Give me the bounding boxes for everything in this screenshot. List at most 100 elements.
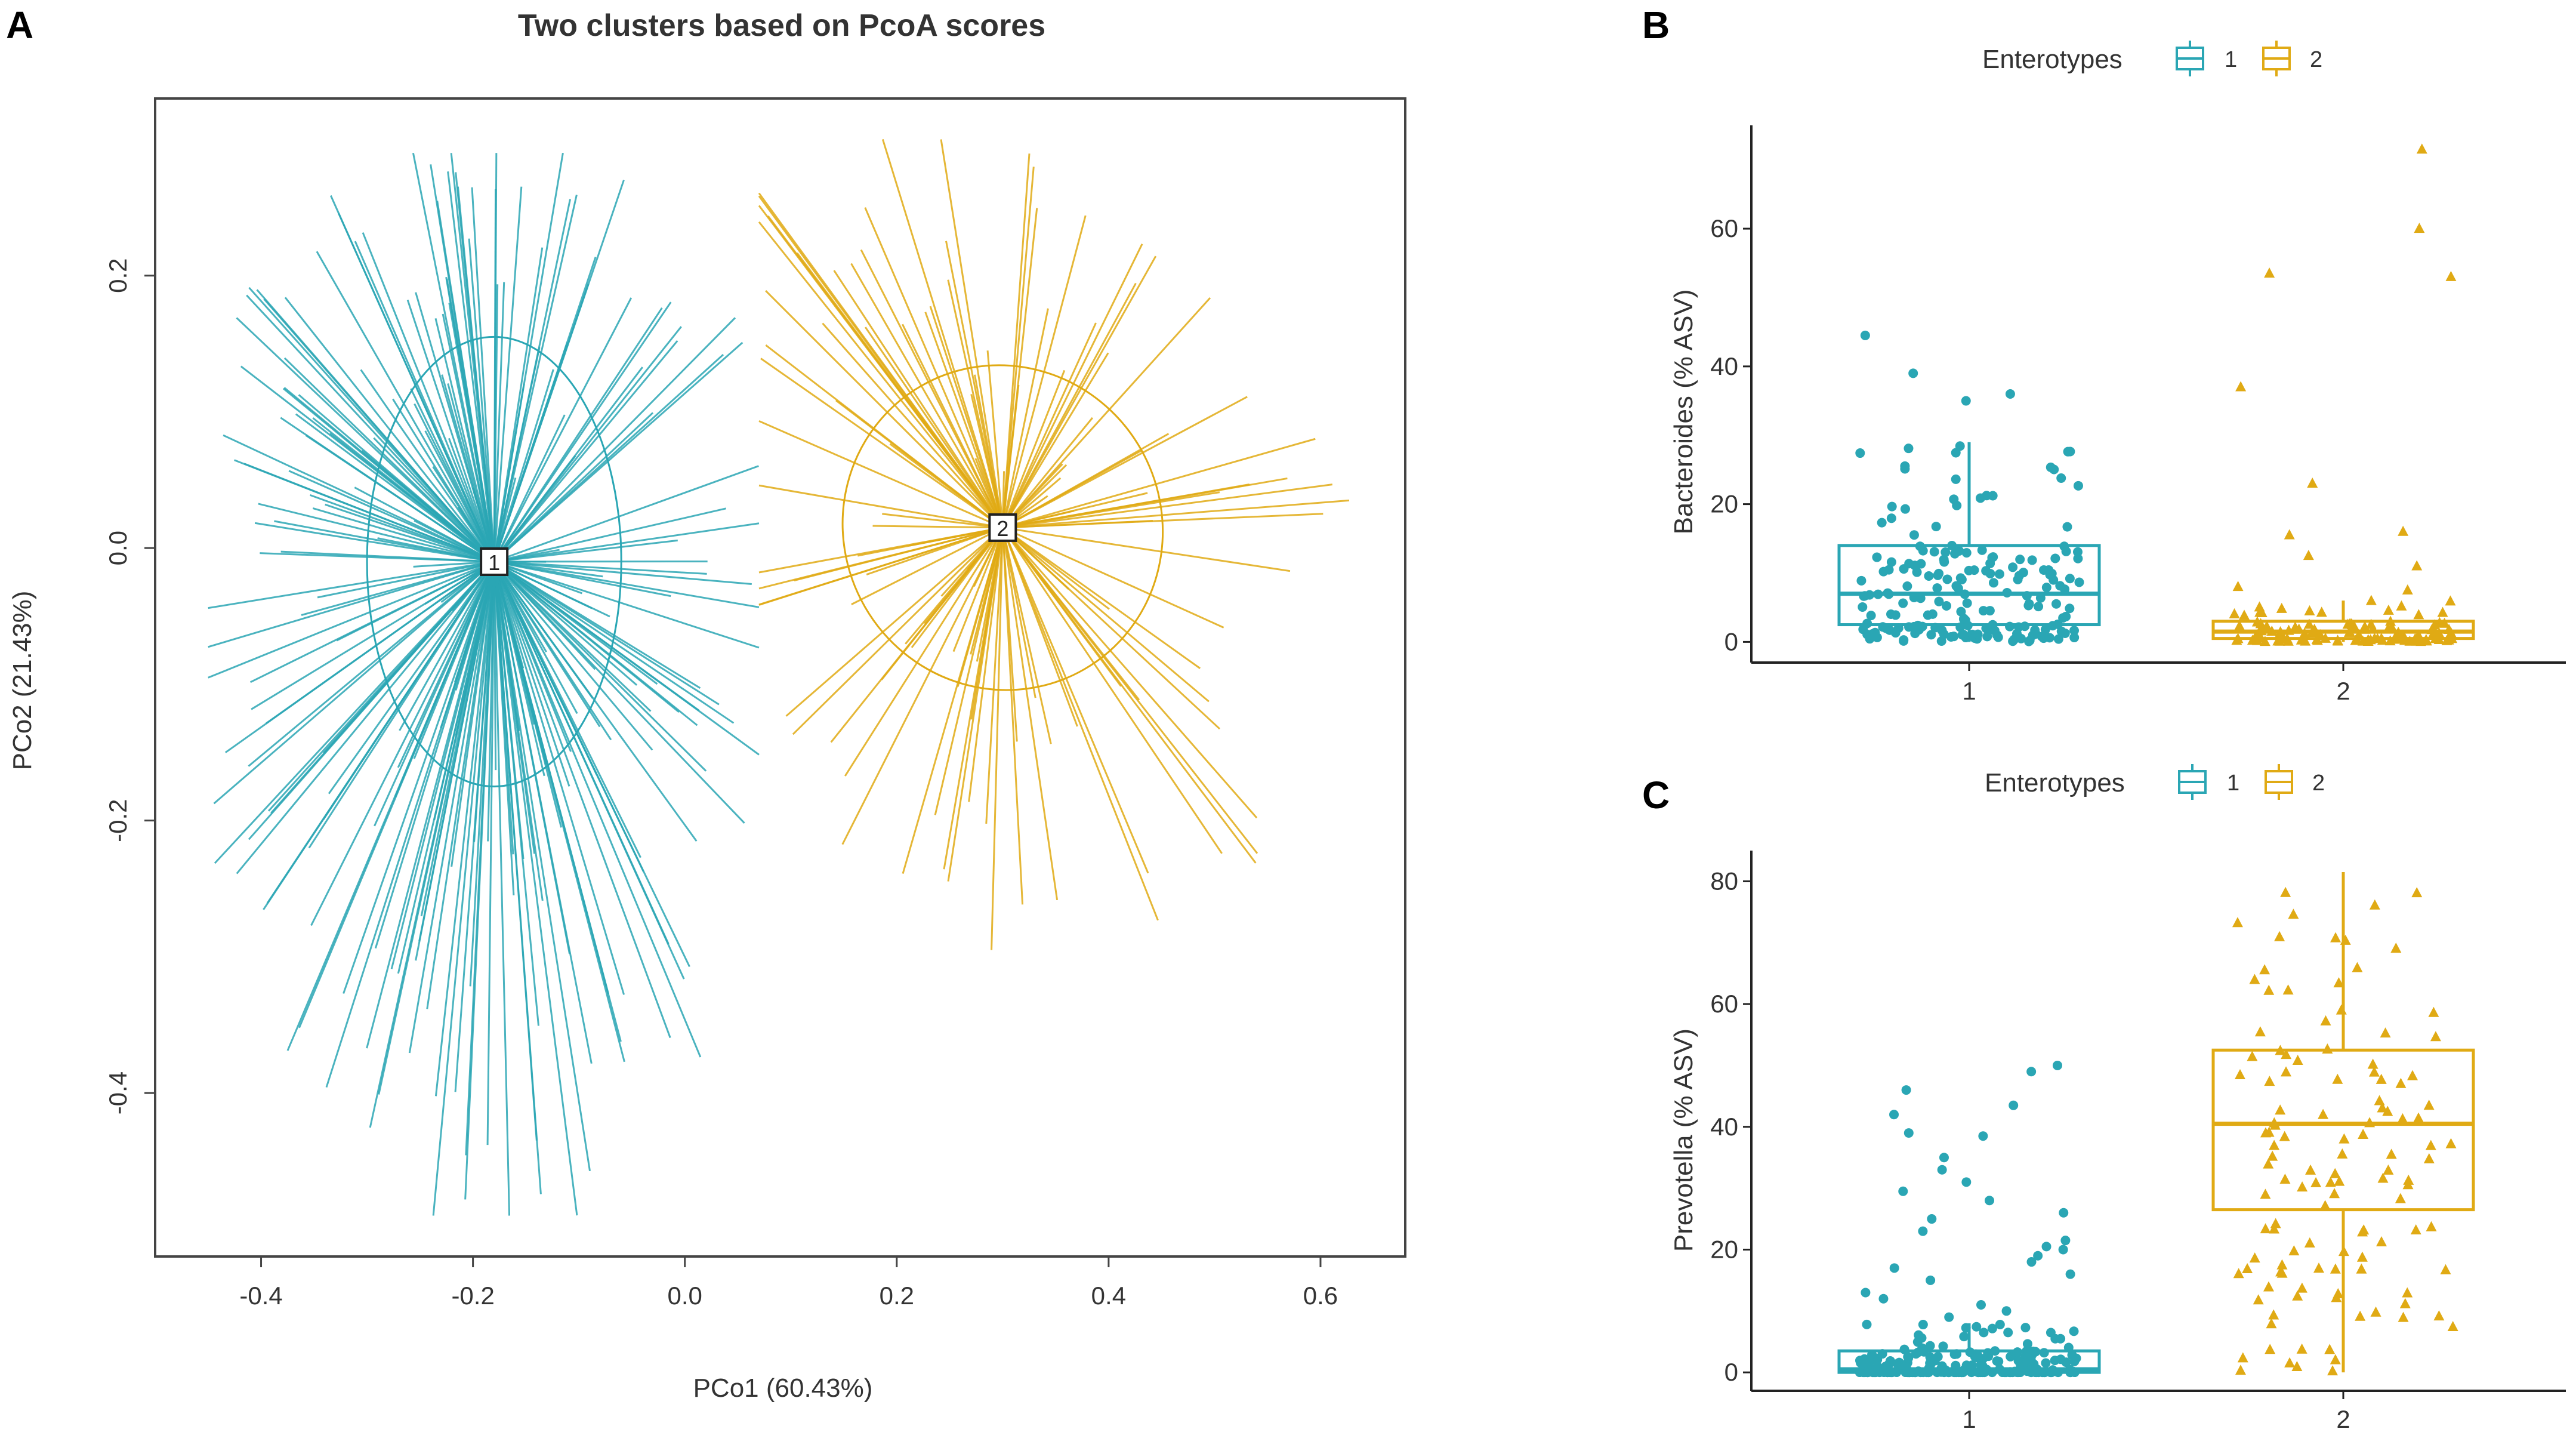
point-group-2 [2357, 635, 2368, 646]
spider-line-cluster-2 [1001, 527, 1078, 727]
point-group-2 [2336, 1004, 2347, 1015]
panel-b-legend: Enterotypes 1 2 [1982, 41, 2322, 76]
point-group-1 [1874, 1368, 1884, 1378]
centroid-label-2: 2 [997, 516, 1008, 541]
point-group-1 [1866, 611, 1876, 621]
point-group-2 [2327, 1365, 2339, 1376]
spider-line-cluster-2 [1002, 438, 1316, 529]
point-group-1 [1898, 1186, 1908, 1196]
point-group-2 [2337, 1148, 2348, 1159]
spider-line-cluster-1 [493, 347, 541, 562]
spider-line-cluster-2 [1001, 527, 1052, 744]
point-group-2 [2445, 627, 2457, 637]
x-tick-label: -0.4 [239, 1282, 282, 1310]
spider-line-cluster-2 [976, 527, 1004, 662]
point-group-2 [2445, 595, 2456, 606]
point-group-2 [2410, 1224, 2421, 1234]
point-group-1 [2015, 555, 2025, 565]
point-group-1 [2026, 1365, 2037, 1375]
point-group-1 [2009, 1100, 2019, 1110]
point-group-2 [2396, 600, 2407, 611]
point-group-1 [1855, 448, 1865, 458]
point-group-2 [2445, 270, 2457, 281]
point-group-2 [2398, 525, 2409, 536]
point-group-1 [1981, 623, 1991, 633]
point-group-1 [1977, 545, 1987, 555]
spider-line-cluster-1 [493, 507, 727, 563]
spider-line-cluster-2 [924, 312, 1004, 528]
point-group-2 [2355, 1310, 2366, 1321]
point-group-2 [2330, 1168, 2341, 1178]
point-group-1 [2031, 1347, 2041, 1357]
point-group-1 [1861, 1288, 1871, 1298]
point-group-1 [1993, 632, 2003, 642]
point-group-2 [2437, 606, 2448, 617]
spider-line-cluster-1 [493, 353, 724, 563]
point-group-1 [1979, 1328, 1989, 1338]
point-group-2 [2247, 1051, 2258, 1061]
spider-line-cluster-1 [472, 436, 495, 562]
spider-line-cluster-2 [1001, 322, 1097, 528]
point-group-1 [1937, 1165, 1947, 1175]
point-group-2 [2282, 984, 2294, 995]
spider-line-cluster-1 [316, 251, 495, 562]
point-group-2 [2440, 1264, 2451, 1274]
point-group-1 [1889, 1110, 1899, 1120]
spider-line-cluster-1 [493, 560, 652, 712]
point-group-1 [1856, 575, 1867, 586]
point-group-2 [2407, 1070, 2418, 1080]
point-group-1 [1983, 1348, 1993, 1358]
point-group-2 [2433, 1310, 2445, 1321]
point-group-1 [1910, 629, 1920, 639]
point-group-2 [2376, 1073, 2387, 1084]
point-group-1 [1860, 1368, 1870, 1378]
point-group-2 [2263, 1281, 2274, 1292]
point-group-2 [2330, 1354, 2341, 1365]
point-group-1 [2024, 636, 2034, 646]
point-group-2 [2383, 1164, 2394, 1175]
spider-line-cluster-2 [794, 526, 1003, 581]
point-group-2 [2377, 635, 2388, 645]
point-group-2 [2307, 478, 2318, 488]
point-group-1 [2065, 1269, 2075, 1279]
point-group-1 [1962, 598, 1972, 608]
point-group-2 [2377, 1172, 2389, 1183]
point-group-1 [1995, 1319, 2005, 1329]
spider-line-cluster-1 [493, 414, 566, 562]
panel-c-legend-label-2: 2 [2312, 771, 2325, 796]
point-group-2 [2249, 1252, 2260, 1263]
point-group-2 [2338, 1246, 2349, 1256]
point-group-1 [2049, 464, 2059, 475]
point-group-2 [2368, 1066, 2380, 1077]
point-group-1 [1944, 1312, 1954, 1322]
point-group-2 [2320, 1015, 2331, 1025]
point-group-1 [1900, 504, 1910, 514]
y-tick-label: 60 [1710, 990, 1738, 1018]
point-group-2 [2364, 1117, 2376, 1128]
point-group-1 [1981, 566, 1991, 576]
point-group-1 [1886, 513, 1896, 523]
panel-c-legend-title: Enterotypes [1985, 768, 2125, 797]
point-group-2 [2274, 931, 2285, 941]
point-group-1 [2059, 1208, 2069, 1218]
point-group-2 [2369, 632, 2380, 643]
spider-line-cluster-1 [493, 180, 625, 562]
point-group-1 [1957, 630, 1967, 640]
panel-b-y-label: Bacteroides (% ASV) [1669, 290, 1698, 535]
ellipse-cluster-1 [366, 335, 622, 788]
point-group-2 [2253, 1294, 2264, 1305]
point-group-1 [2018, 568, 2028, 578]
point-group-1 [1985, 606, 1995, 616]
y-tick-label: 80 [1710, 867, 1738, 895]
point-group-2 [2352, 962, 2363, 972]
panel-b-legend-title: Enterotypes [1982, 45, 2122, 74]
point-group-1 [2050, 553, 2060, 563]
panel-a-frame [154, 97, 1406, 1258]
spider-line-cluster-1 [448, 438, 495, 562]
spider-line-cluster-1 [451, 561, 495, 867]
point-group-1 [1917, 621, 1927, 632]
spider-line-cluster-1 [397, 561, 495, 974]
point-group-1 [1988, 552, 1998, 562]
point-group-2 [2310, 1177, 2322, 1187]
panel-label-b: B [1642, 4, 1670, 47]
